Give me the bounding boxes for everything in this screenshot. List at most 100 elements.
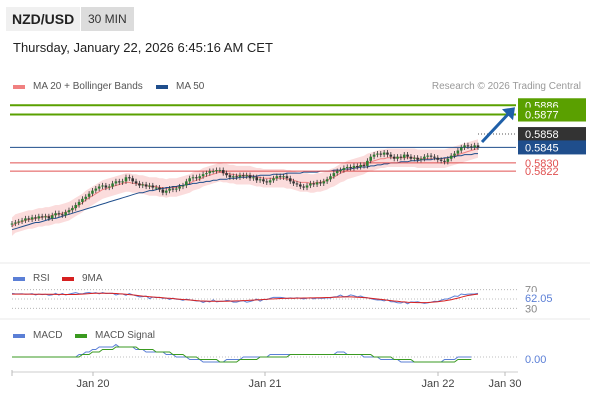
candle-body [436,157,440,160]
candle-body [258,179,262,181]
candle-body [164,190,168,193]
candle-body [231,176,235,178]
candle-body [342,168,346,171]
candle-body [117,181,121,183]
candle-body [30,217,34,220]
candle-body [329,176,332,180]
candle-body [178,186,181,189]
candle-body [91,190,94,194]
candle-body [208,171,212,174]
candle-body [299,184,302,187]
candle-body [148,185,151,187]
candle-body [181,185,185,187]
candle-body [94,188,98,191]
forecast-arrowhead [502,107,515,121]
candle-body [469,146,473,148]
candle-body [366,160,369,166]
legend-label: RSI [33,273,50,284]
x-tick-label: Jan 22 [421,378,454,390]
candle-body [309,183,312,186]
candle-body [77,201,81,206]
candle-body [255,177,259,181]
candle-body [386,152,389,155]
candle-body [158,187,161,190]
candle-body [54,213,57,216]
candle-body [399,156,403,158]
candle-body [14,222,17,224]
candle-body [292,181,295,184]
forecast-arrow [480,113,510,144]
price-label: 0.5877 [525,110,559,122]
candle-body [372,154,376,157]
candle-body [81,198,84,202]
macd-signal-line [12,346,472,363]
candle-body [171,188,175,190]
timestamp: Thursday, January 22, 2026 6:45:16 AM CE… [13,40,273,55]
candle-body [114,181,118,184]
candle-body [359,164,362,167]
candle-body [174,188,178,190]
candle-body [476,145,480,148]
candle-body [248,175,252,179]
timeframe-button[interactable]: 30 MIN [81,7,134,31]
candle-body [144,184,148,187]
candle-body [278,176,282,178]
candle-body [268,180,272,183]
candle-body [389,154,393,157]
legend-swatch [13,277,25,281]
candle-body [262,179,265,182]
x-tick-label: Jan 21 [248,378,281,390]
candle-body [195,177,198,179]
candle-body [235,176,238,178]
legend-label: MACD Signal [95,330,155,341]
rsi-value-label: 62.05 [525,293,553,305]
candle-body [221,170,225,174]
candle-body [134,181,138,184]
candle-body [37,216,41,219]
candle-body [282,176,285,178]
candle-body [396,156,399,159]
candle-body [295,183,299,185]
candle-body [352,165,356,168]
ma50-line [11,153,478,231]
candle-body [416,157,419,160]
candle-body [288,178,292,182]
candle-body [369,156,373,161]
candle-body [161,189,165,193]
candle-body [97,186,101,189]
price-label: 0.5858 [525,129,559,141]
candle-body [392,156,396,159]
candle-body [319,182,322,184]
legend-swatch [62,277,74,281]
candle-body [443,160,446,162]
candle-body [201,174,205,177]
candle-body [238,175,242,178]
candle-body [419,158,423,160]
candle-body [406,154,409,157]
candle-body [225,173,228,176]
rsi-value-bg [520,292,560,304]
candle-body [211,171,215,173]
candle-body [185,181,188,186]
candle-body [426,155,430,157]
candle-body [456,150,460,154]
candle-body [17,221,21,223]
rsi-ma-line [12,292,479,304]
candle-body [27,218,31,220]
candle-body [349,166,352,168]
price-label-box [518,127,586,142]
candle-body [64,212,67,216]
pair-title: NZD/USD [6,7,81,31]
candle-body [205,173,208,175]
price-label: 0.5822 [525,166,559,178]
candle-body [138,183,141,186]
candle-body [439,159,443,161]
legend-swatch [156,85,168,89]
candle-body [272,178,275,181]
candle-body [141,184,145,186]
candle-body [87,193,91,197]
legend-label: MA 50 [176,81,205,92]
x-tick-label: Jan 30 [488,378,521,390]
candle-body [191,177,195,179]
rsi-tick-label: 30 [525,303,537,315]
